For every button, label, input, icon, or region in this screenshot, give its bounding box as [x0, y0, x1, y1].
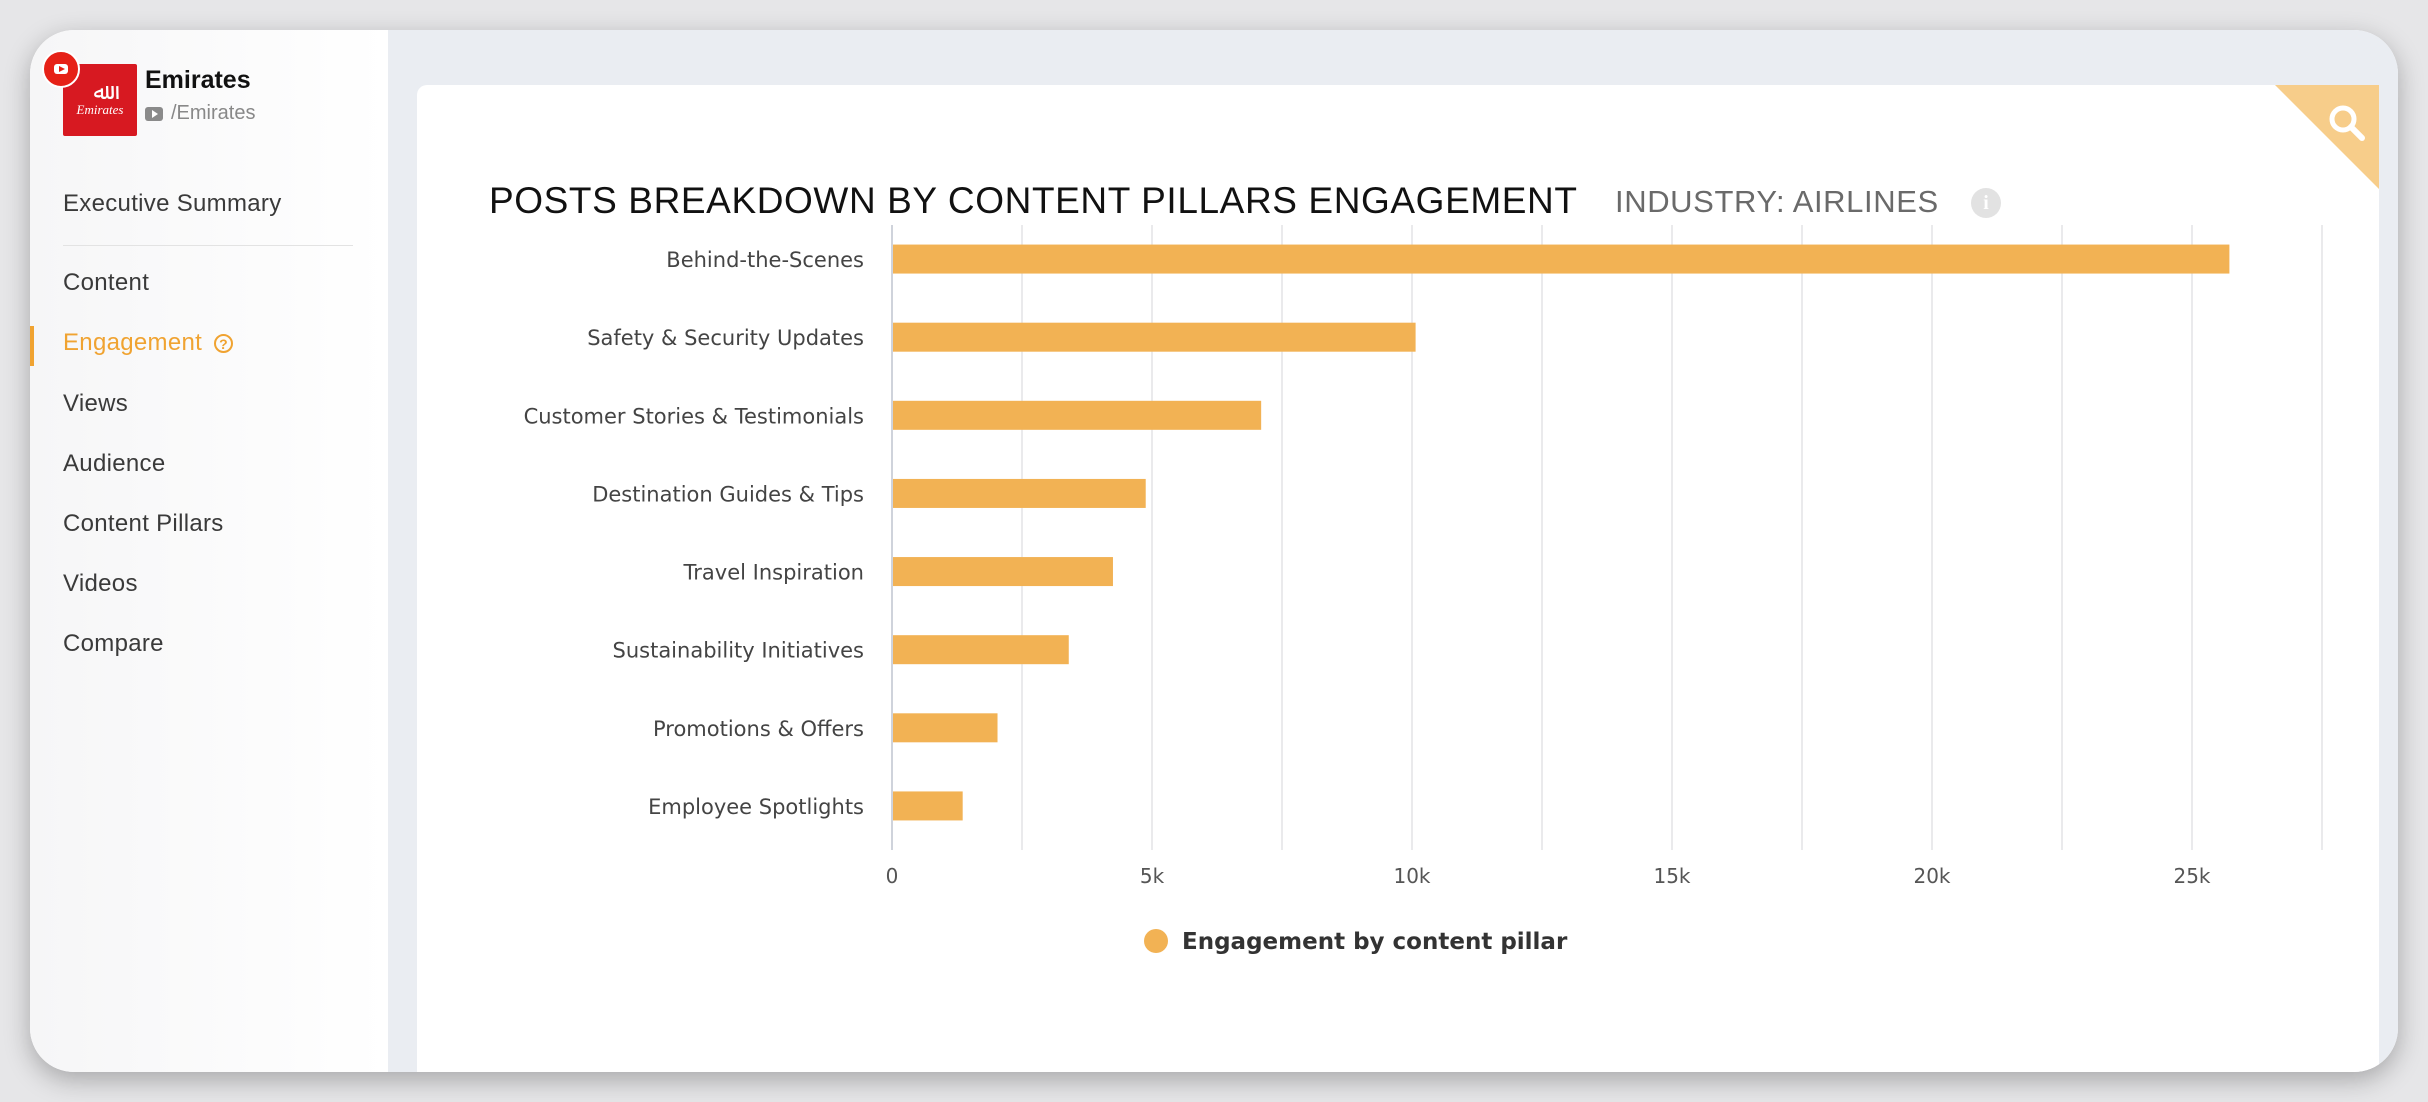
- legend-swatch: [1144, 929, 1168, 953]
- bar: [893, 791, 963, 821]
- tick-label: 20k: [1913, 864, 1950, 888]
- category-label: Safety & Security Updates: [587, 326, 864, 350]
- sidebar-item-label: Engagement: [63, 329, 203, 356]
- sidebar-item-content[interactable]: Content: [63, 269, 150, 296]
- sidebar: ﷲ Emirates Emirates /Emirates Executive …: [30, 30, 388, 1072]
- bar: [893, 322, 1416, 352]
- search-icon[interactable]: [2325, 101, 2369, 145]
- sidebar-item-audience[interactable]: Audience: [63, 450, 166, 477]
- profile-handle-text: /Emirates: [171, 102, 256, 124]
- chart-grid: [891, 225, 2323, 850]
- sidebar-item-engagement[interactable]: Engagement?: [63, 329, 234, 357]
- sidebar-item-videos[interactable]: Videos: [63, 570, 138, 597]
- youtube-icon: [42, 50, 80, 88]
- sidebar-item-content-pillars[interactable]: Content Pillars: [63, 510, 224, 537]
- chart-legend: Engagement by content pillar: [1144, 929, 1568, 955]
- sidebar-item-views[interactable]: Views: [63, 390, 129, 417]
- chart-title: POSTS BREAKDOWN BY CONTENT PILLARS ENGAG…: [489, 180, 1578, 221]
- profile-handle: /Emirates: [145, 102, 255, 125]
- tick-label: 25k: [2173, 864, 2210, 888]
- tick-label: 15k: [1653, 864, 1690, 888]
- bar: [893, 400, 1262, 430]
- chart-subtitle: INDUSTRY: AIRLINES: [1615, 184, 1939, 219]
- category-label: Employee Spotlights: [648, 795, 864, 819]
- logo-wordmark: Emirates: [76, 102, 124, 117]
- category-label: Behind-the-Scenes: [666, 248, 864, 272]
- sidebar-divider: [63, 245, 353, 246]
- category-labels: Behind-the-Scenes Safety & Security Updat…: [524, 248, 864, 819]
- bar: [893, 478, 1146, 508]
- tick-label: 5k: [1140, 864, 1165, 888]
- active-indicator: [30, 326, 34, 366]
- tick-labels: 0 5k 10k 15k 20k 25k: [886, 864, 2211, 888]
- tick-label: 0: [886, 864, 899, 888]
- category-label: Promotions & Offers: [653, 717, 864, 741]
- chart-bars: [893, 244, 2230, 821]
- category-label: Sustainability Initiatives: [613, 639, 865, 663]
- bar: [893, 713, 998, 743]
- chart-card: POSTS BREAKDOWN BY CONTENT PILLARS ENGAG…: [417, 85, 2379, 1072]
- emirates-emblem-icon: ﷲ: [93, 79, 107, 104]
- category-label: Customer Stories & Testimonials: [524, 404, 864, 428]
- help-icon[interactable]: ?: [214, 334, 234, 354]
- bar: [893, 557, 1113, 587]
- bar: [893, 244, 2230, 274]
- app-window: ﷲ Emirates Emirates /Emirates Executive …: [30, 30, 2398, 1072]
- profile-name: Emirates: [145, 66, 251, 94]
- category-label: Destination Guides & Tips: [592, 482, 864, 506]
- legend-label: Engagement by content pillar: [1182, 929, 1568, 955]
- youtube-small-icon: [145, 106, 163, 121]
- info-icon[interactable]: i: [1971, 188, 2001, 218]
- bar-chart: Behind-the-Scenes Safety & Security Updat…: [524, 225, 2323, 955]
- sidebar-item-executive-summary[interactable]: Executive Summary: [63, 190, 282, 217]
- category-label: Travel Inspiration: [683, 561, 864, 585]
- tick-label: 10k: [1393, 864, 1430, 888]
- bar: [893, 635, 1069, 665]
- sidebar-item-compare[interactable]: Compare: [63, 630, 164, 657]
